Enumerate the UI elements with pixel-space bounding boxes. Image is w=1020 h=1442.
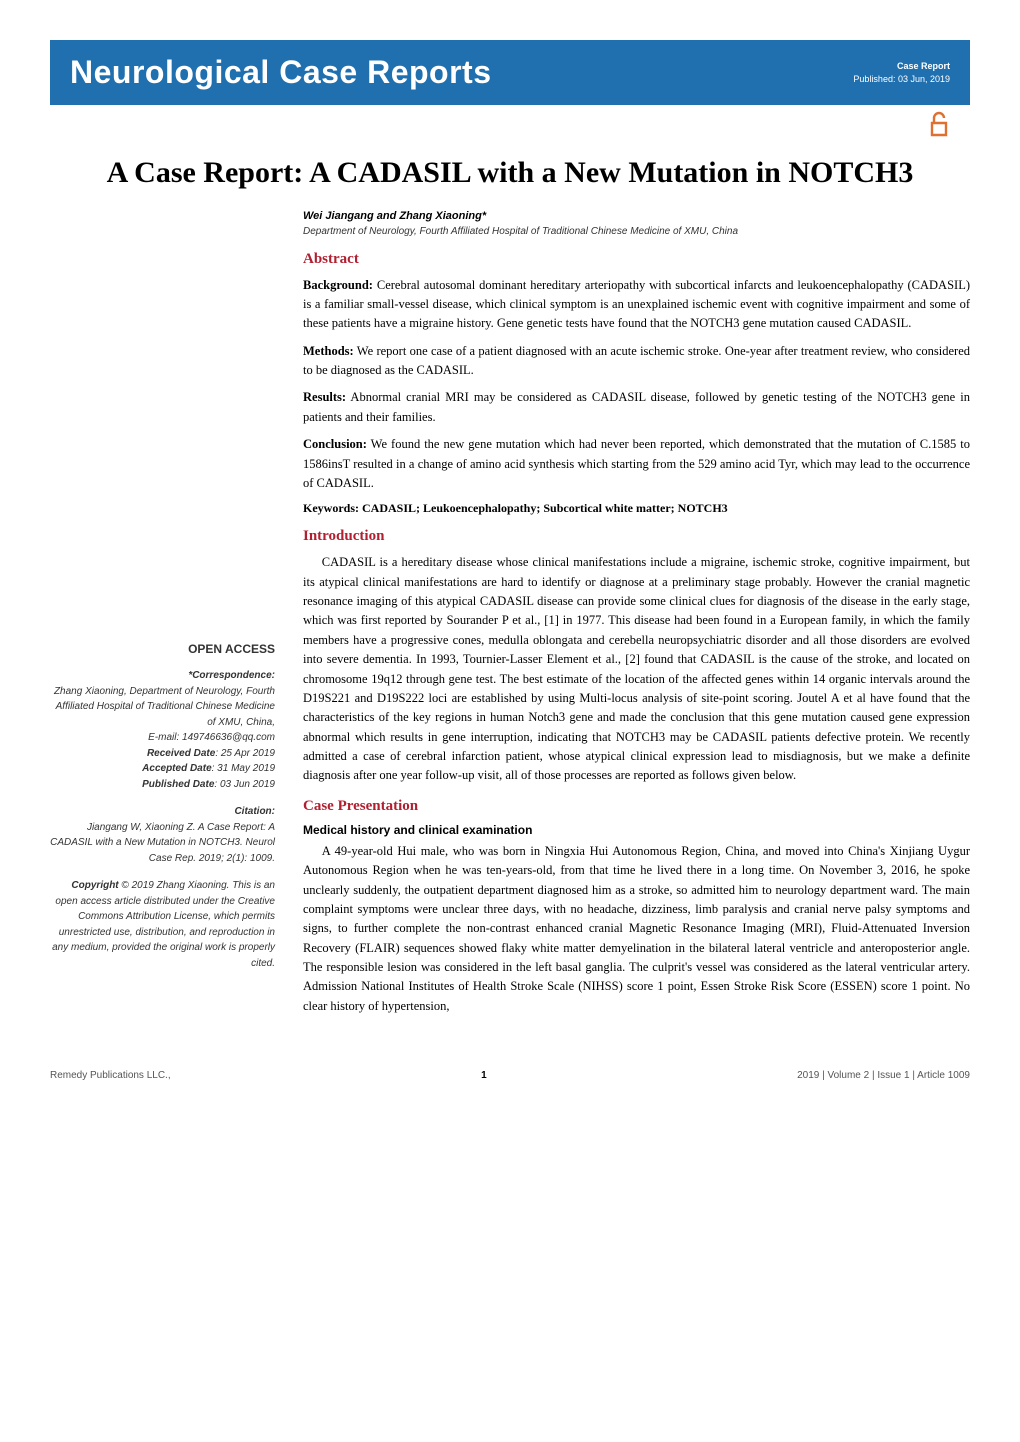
citation-text: Jiangang W, Xiaoning Z. A Case Report: A… <box>50 820 275 867</box>
conclusion-text: We found the new gene mutation which had… <box>303 437 970 490</box>
footer-right: 2019 | Volume 2 | Issue 1 | Article 1009 <box>797 1070 970 1081</box>
background-text: Cerebral autosomal dominant hereditary a… <box>303 278 970 331</box>
results-label: Results: <box>303 390 346 404</box>
article-type: Case Report <box>853 60 950 73</box>
published-date: Published Date: 03 Jun 2019 <box>50 777 275 793</box>
correspondence-email: E-mail: 149746636@qq.com <box>50 730 275 746</box>
received-label: Received Date <box>147 748 215 759</box>
citation-block: Citation: Jiangang W, Xiaoning Z. A Case… <box>50 804 275 866</box>
accepted-date: Accepted Date: 31 May 2019 <box>50 761 275 777</box>
published-label: Published Date <box>142 779 214 790</box>
published-line: Published: 03 Jun, 2019 <box>853 73 950 86</box>
methods-text: We report one case of a patient diagnose… <box>303 344 970 377</box>
received-date: Received Date: 25 Apr 2019 <box>50 746 275 762</box>
abstract-conclusion: Conclusion: We found the new gene mutati… <box>303 435 970 493</box>
introduction-heading: Introduction <box>303 528 970 545</box>
accepted-label: Accepted Date <box>142 763 211 774</box>
journal-header-bar: Neurological Case Reports Case Report Pu… <box>50 40 970 105</box>
authors: Wei Jiangang and Zhang Xiaoning* <box>303 210 970 222</box>
keywords: Keywords: CADASIL; Leukoencephalopathy; … <box>303 501 970 516</box>
main-content: Wei Jiangang and Zhang Xiaoning* Departm… <box>303 210 970 1025</box>
abstract-heading: Abstract <box>303 251 970 268</box>
abstract-results: Results: Abnormal cranial MRI may be con… <box>303 388 970 427</box>
sidebar: OPEN ACCESS *Correspondence: Zhang Xiaon… <box>50 210 275 1025</box>
published-value: : 03 Jun 2019 <box>214 779 275 790</box>
case-heading: Case Presentation <box>303 798 970 815</box>
case-text: A 49-year-old Hui male, who was born in … <box>303 842 970 1016</box>
background-label: Background: <box>303 278 373 292</box>
header-meta: Case Report Published: 03 Jun, 2019 <box>853 60 950 85</box>
page-footer: Remedy Publications LLC., 1 2019 | Volum… <box>50 1064 970 1081</box>
citation-label: Citation: <box>50 804 275 820</box>
copyright-text: © 2019 Zhang Xiaoning. This is an open a… <box>52 880 275 969</box>
correspondence-text: Zhang Xiaoning, Department of Neurology,… <box>50 684 275 731</box>
methods-label: Methods: <box>303 344 354 358</box>
conclusion-label: Conclusion: <box>303 437 367 451</box>
abstract-methods: Methods: We report one case of a patient… <box>303 342 970 381</box>
correspondence-label: *Correspondence: <box>50 668 275 684</box>
case-subheading: Medical history and clinical examination <box>303 823 970 837</box>
open-access-label: OPEN ACCESS <box>50 640 275 659</box>
accepted-value: : 31 May 2019 <box>212 763 275 774</box>
abstract-background: Background: Cerebral autosomal dominant … <box>303 276 970 334</box>
open-lock-icon <box>928 111 950 144</box>
affiliation: Department of Neurology, Fourth Affiliat… <box>303 226 970 237</box>
footer-left: Remedy Publications LLC., <box>50 1070 171 1081</box>
correspondence-block: *Correspondence: Zhang Xiaoning, Departm… <box>50 668 275 792</box>
received-value: : 25 Apr 2019 <box>215 748 275 759</box>
copyright-label: Copyright <box>71 880 118 891</box>
open-access-icon-row <box>50 111 970 144</box>
article-title: A Case Report: A CADASIL with a New Muta… <box>50 154 970 192</box>
copyright-block: Copyright © 2019 Zhang Xiaoning. This is… <box>50 878 275 971</box>
page-number: 1 <box>481 1070 487 1081</box>
journal-title: Neurological Case Reports <box>70 54 492 91</box>
results-text: Abnormal cranial MRI may be considered a… <box>303 390 970 423</box>
introduction-text: CADASIL is a hereditary disease whose cl… <box>303 553 970 786</box>
